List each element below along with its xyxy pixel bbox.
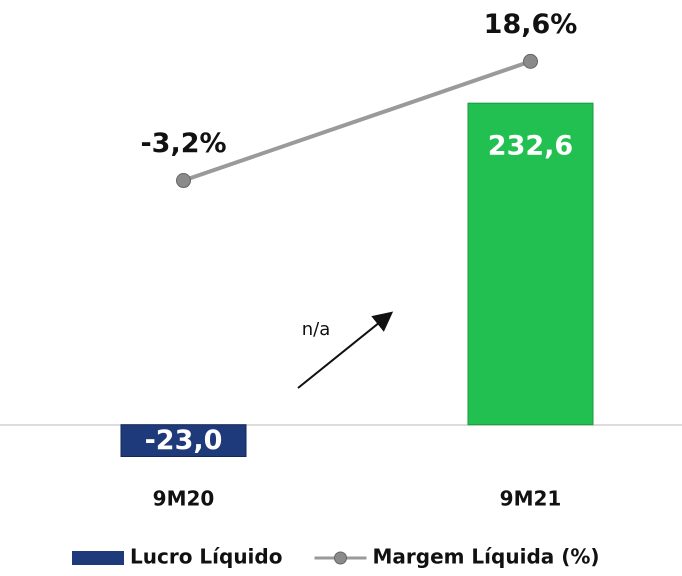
marker <box>523 53 538 69</box>
legend-marker <box>333 551 347 565</box>
marker <box>176 173 191 189</box>
arrow <box>297 311 394 389</box>
line <box>182 59 532 183</box>
value-label: 232,6 <box>488 131 573 162</box>
legend-label: Margem Líquida (%) <box>372 545 599 569</box>
x-tick-label: 9M20 <box>153 487 215 511</box>
legend-label: Lucro Líquido <box>130 545 282 569</box>
value-label: -3,2% <box>140 128 226 159</box>
value-label: -23,0 <box>145 425 223 456</box>
value-label: 18,6% <box>484 9 578 40</box>
bar <box>467 102 594 426</box>
annotation: n/a <box>302 319 331 340</box>
x-tick-label: 9M21 <box>500 487 562 511</box>
bar <box>120 424 247 457</box>
legend-swatch <box>72 551 124 565</box>
